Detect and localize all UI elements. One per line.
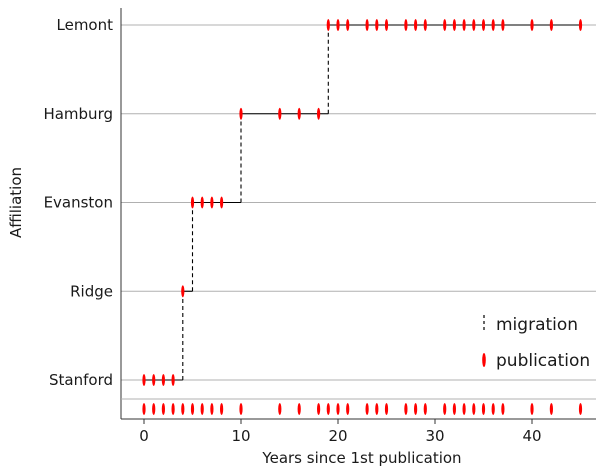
publication-marker-hamburg-18 <box>317 107 321 120</box>
publication-marker-stanford-2 <box>161 374 165 386</box>
rug-publication-marker-33 <box>462 403 466 415</box>
y-axis-title: Affiliation <box>7 167 25 238</box>
rug-publication-marker-37 <box>501 403 505 415</box>
y-tick-label-evanston: Evanston <box>44 194 113 212</box>
rug-publication-marker-36 <box>491 403 495 415</box>
x-tick-label-20: 20 <box>328 427 347 445</box>
publication-marker-lemont-35 <box>481 19 486 31</box>
rug-publication-marker-45 <box>578 403 583 415</box>
legend-publication-marker-icon <box>482 353 486 367</box>
rug-publication-marker-29 <box>423 403 427 415</box>
rug-publication-marker-6 <box>200 403 204 415</box>
publication-marker-lemont-34 <box>472 19 476 31</box>
publication-marker-lemont-42 <box>549 19 554 31</box>
publication-marker-lemont-31 <box>443 19 447 31</box>
y-tick-label-ridge: Ridge <box>70 282 113 300</box>
publication-marker-evanston-5 <box>190 196 195 209</box>
y-tick-label-lemont: Lemont <box>57 16 114 34</box>
rug-publication-marker-24 <box>375 403 379 415</box>
rug-publication-marker-31 <box>443 403 447 415</box>
publication-marker-hamburg-14 <box>278 107 282 120</box>
publication-marker-lemont-24 <box>375 19 379 31</box>
x-tick-labels: 0 10 20 30 40 <box>139 419 542 445</box>
rug-publication-marker-32 <box>452 403 456 415</box>
rug-publication-marker-18 <box>317 403 321 415</box>
publication-marker-lemont-19 <box>326 19 330 31</box>
publication-marker-lemont-27 <box>404 19 408 31</box>
publication-marker-lemont-32 <box>452 19 456 31</box>
publication-marker-lemont-40 <box>530 19 534 31</box>
rug-publication-marker-25 <box>384 403 389 415</box>
publication-marker-lemont-29 <box>423 19 427 31</box>
publication-marker-evanston-6 <box>200 196 204 209</box>
legend-publication-label: publication <box>496 351 590 371</box>
rug-publication-marker-4 <box>181 403 185 415</box>
publication-marker-hamburg-16 <box>297 107 301 120</box>
rug-publication-marker-7 <box>210 403 214 415</box>
rug-publication-marker-19 <box>326 403 330 415</box>
rug-publication-marker-21 <box>346 403 350 415</box>
rug-publication-marker-8 <box>220 403 224 415</box>
rug-publication-marker-28 <box>414 403 418 415</box>
rug-publication-marker-3 <box>171 403 175 415</box>
rug-publication-marker-23 <box>365 403 369 415</box>
publication-marker-lemont-45 <box>578 19 583 31</box>
legend: migration publication <box>482 315 590 371</box>
publication-marker-lemont-25 <box>384 19 389 31</box>
publication-marker-lemont-36 <box>491 19 495 31</box>
publication-marker-stanford-3 <box>171 374 175 386</box>
rug-publication-marker-16 <box>297 403 301 415</box>
publication-marker-lemont-37 <box>501 19 505 31</box>
publication-marker-stanford-1 <box>152 374 156 386</box>
rug-publication-marker-40 <box>530 403 534 415</box>
publication-marker-stanford-0 <box>142 374 146 386</box>
publication-marker-lemont-20 <box>336 19 340 31</box>
legend-migration-label: migration <box>496 315 578 335</box>
x-tick-label-0: 0 <box>139 427 149 445</box>
rug-publication-marker-2 <box>161 403 165 415</box>
x-tick-label-40: 40 <box>522 427 541 445</box>
rug-publication-marker-34 <box>472 403 476 415</box>
rug-publication-marker-14 <box>278 403 282 415</box>
publication-marker-evanston-7 <box>210 196 214 209</box>
y-tick-label-stanford: Stanford <box>49 371 113 389</box>
y-tick-label-hamburg: Hamburg <box>43 105 113 123</box>
y-tick-labels: Stanford Ridge Evanston Hamburg Lemont <box>43 16 113 389</box>
x-tick-label-10: 10 <box>231 427 250 445</box>
rug-publication-marker-20 <box>336 403 340 415</box>
rug-publication-marker-10 <box>239 403 243 415</box>
publication-marker-ridge-4 <box>181 285 185 298</box>
publication-marker-evanston-8 <box>220 196 224 209</box>
rug-publication-marker-42 <box>549 403 554 415</box>
publication-marker-lemont-23 <box>365 19 369 31</box>
publication-marker-lemont-33 <box>462 19 466 31</box>
rug-publication-marker-0 <box>142 403 146 415</box>
x-axis-title: Years since 1st publication <box>261 449 461 467</box>
rug-publication-marker-27 <box>404 403 408 415</box>
rug-publication-marker-5 <box>190 403 195 415</box>
x-tick-label-30: 30 <box>425 427 444 445</box>
rug-publication-marker-1 <box>152 403 156 415</box>
publication-markers <box>142 19 583 386</box>
rug-publication-marker-35 <box>481 403 486 415</box>
publication-marker-hamburg-10 <box>239 107 243 120</box>
axes <box>120 8 596 420</box>
publication-marker-lemont-21 <box>346 19 350 31</box>
publication-rug <box>121 398 596 415</box>
publication-marker-lemont-28 <box>414 19 418 31</box>
